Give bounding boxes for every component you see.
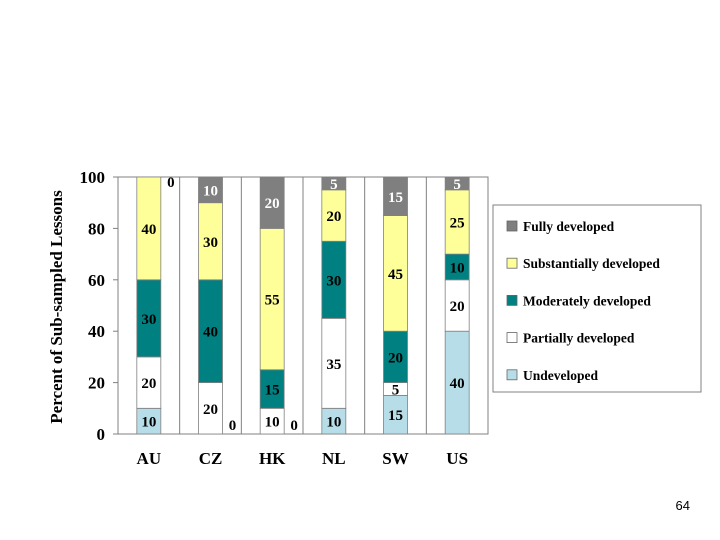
data-label: 10	[450, 260, 465, 276]
x-tick-label: US	[446, 449, 468, 468]
data-label: 30	[326, 273, 341, 289]
legend-label: Undeveloped	[523, 368, 599, 383]
bar-segment-us-partially-developed	[444, 279, 470, 332]
data-label-zero: 0	[167, 175, 175, 191]
data-label: 15	[388, 408, 403, 424]
bar-segment-sw-moderately-developed	[383, 330, 408, 384]
data-label: 40	[203, 325, 218, 341]
bar-segment-hk-partially-developed	[259, 407, 285, 435]
bar-segment-sw-undeveloped	[383, 395, 408, 435]
bar-segment-cz-moderately-developed	[198, 279, 223, 383]
bar-segment-nl-partially-developed	[321, 317, 347, 409]
legend-label: Substantially developed	[523, 256, 660, 271]
data-label: 30	[203, 235, 218, 251]
bar-segment-hk-fully-developed	[259, 176, 285, 229]
data-label: 20	[450, 299, 465, 315]
data-label: 10	[265, 415, 280, 431]
y-tick-label: 20	[88, 374, 105, 393]
plot-area	[117, 176, 489, 435]
y-tick-label: 60	[88, 271, 105, 290]
legend-label: Partially developed	[523, 331, 635, 346]
bar-segment-cz-fully-developed	[198, 176, 223, 204]
data-label: 25	[450, 215, 465, 231]
data-label: 15	[388, 190, 403, 206]
bar-segment-hk-substantially-developed	[259, 227, 285, 371]
data-label: 5	[453, 177, 461, 193]
data-label: 35	[326, 357, 341, 373]
bar-segment-nl-moderately-developed	[321, 240, 347, 319]
legend-label: Moderately developed	[523, 293, 651, 308]
data-label: 20	[388, 350, 403, 366]
x-tick-label: CZ	[199, 449, 223, 468]
legend-swatch	[506, 369, 518, 381]
x-tick-label: HK	[259, 449, 286, 468]
legend-swatch	[506, 220, 518, 232]
bar-segment-sw-substantially-developed	[383, 215, 408, 332]
legend-label: Fully developed	[523, 219, 615, 234]
data-label-zero: 0	[229, 418, 237, 434]
data-labels: 10 20 30 40 0 0 20 40 30 10 0 10 15 55 20 10 35 30 20 5 15 5 2…	[141, 175, 464, 434]
bar-segment-cz-substantially-developed	[198, 202, 223, 281]
x-tick-label: SW	[382, 449, 408, 468]
data-label: 20	[265, 196, 280, 212]
legend-swatch	[506, 332, 518, 344]
data-label: 20	[203, 402, 218, 418]
x-tick-label: NL	[322, 449, 346, 468]
data-label-zero: 0	[290, 418, 298, 434]
bar-segment-us-substantially-developed	[444, 189, 470, 255]
data-label: 5	[330, 177, 338, 193]
bars	[136, 176, 470, 435]
data-label: 40	[450, 376, 465, 392]
page-number: 64	[675, 498, 690, 513]
legend-frame	[492, 204, 702, 393]
legend-swatch	[506, 294, 518, 306]
y-tick-label: 40	[88, 322, 105, 341]
bar-segment-au-substantially-developed	[136, 176, 162, 281]
legend: Fully developed Substantially developed Mo…	[492, 204, 702, 393]
y-tick-label: 80	[88, 219, 105, 238]
data-label: 5	[392, 383, 400, 399]
data-label: 10	[203, 183, 218, 199]
data-label: 40	[141, 222, 156, 238]
data-label: 20	[326, 209, 341, 225]
data-label: 20	[141, 376, 156, 392]
bar-segment-nl-fully-developed	[321, 176, 347, 191]
data-label: 30	[141, 312, 156, 328]
bar-segment-us-fully-developed	[444, 176, 470, 191]
data-label: 10	[326, 415, 341, 431]
bar-segment-us-undeveloped	[444, 330, 470, 435]
bar-segment-sw-fully-developed	[383, 176, 408, 216]
y-axis-title: Percent of Sub-sampled Lessons	[47, 190, 66, 424]
data-label: 55	[265, 293, 280, 309]
x-tick-label: AU	[137, 449, 162, 468]
legend-swatch	[506, 257, 518, 269]
data-label: 45	[388, 267, 403, 283]
bar-segment-nl-substantially-developed	[321, 189, 347, 242]
bar-segment-au-undeveloped	[136, 407, 162, 435]
data-label: 10	[141, 415, 156, 431]
data-label: 15	[265, 383, 280, 399]
y-tick-label: 100	[80, 168, 106, 187]
bar-segment-nl-undeveloped	[321, 407, 347, 435]
y-tick-label: 0	[97, 425, 106, 444]
